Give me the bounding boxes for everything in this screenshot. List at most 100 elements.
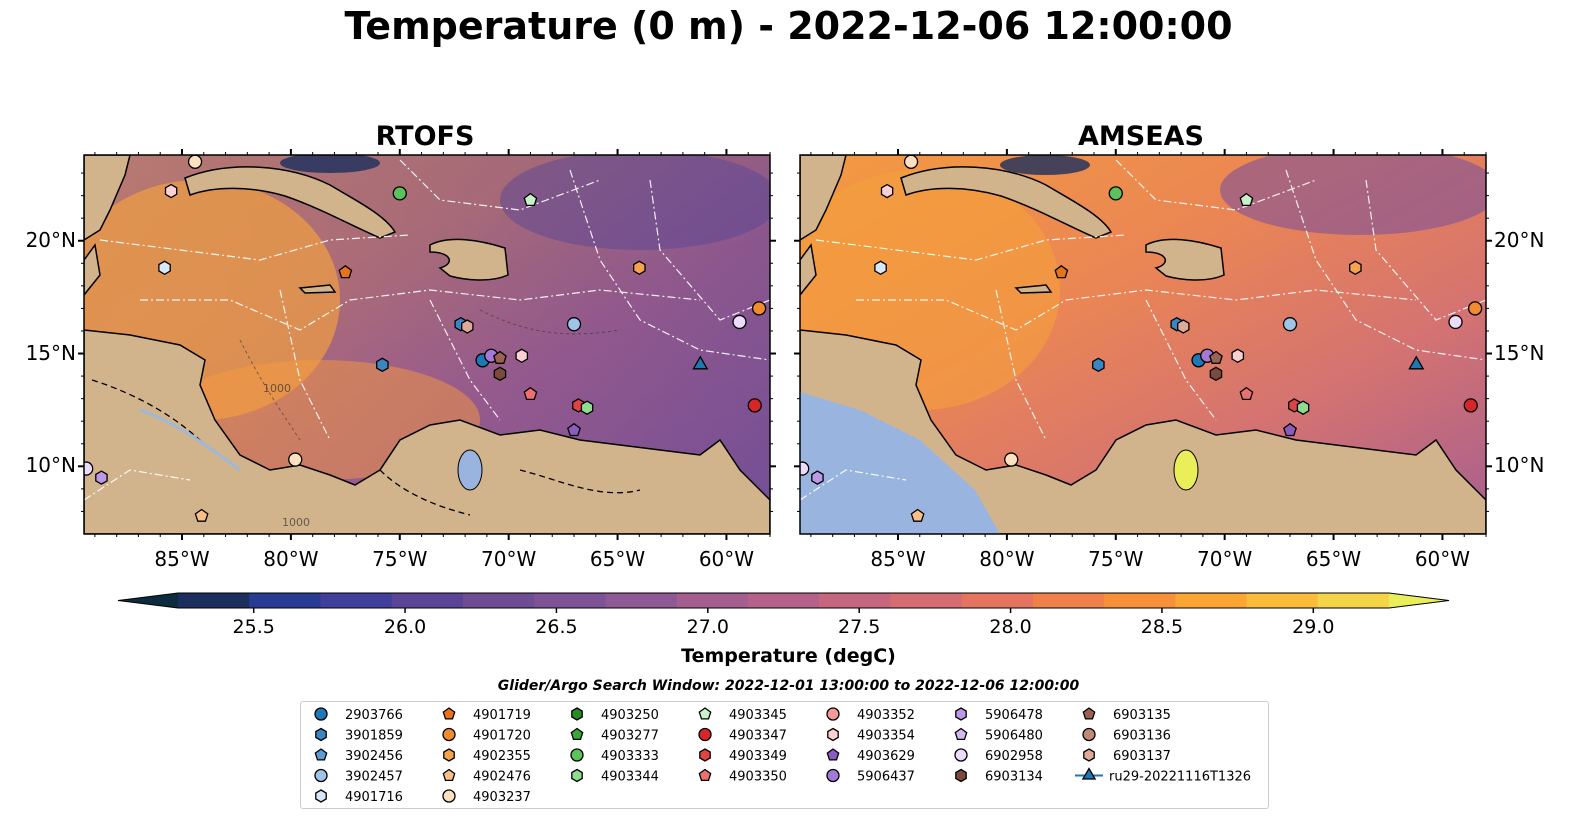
legend-marker-icon xyxy=(826,707,840,721)
legend-marker-icon xyxy=(955,768,967,783)
legend-marker-icon xyxy=(570,748,584,762)
float-marker-3902457 xyxy=(566,317,582,332)
legend-entry-label: 4903352 xyxy=(857,708,915,723)
legend-marker-icon xyxy=(571,707,583,721)
legend-marker-icon xyxy=(442,707,456,720)
float-marker-4901720 xyxy=(751,301,767,316)
legend-entry-label: 5906478 xyxy=(985,708,1043,723)
colorbar-segment xyxy=(747,593,820,608)
float-marker-4903347 xyxy=(747,398,762,413)
legend-entry-label: 6903134 xyxy=(985,770,1043,785)
contour-label: 1000 xyxy=(263,382,291,395)
float-marker-6903135 xyxy=(1209,350,1223,364)
colorbar-segment xyxy=(1175,593,1248,608)
legend-entry-label: 5906480 xyxy=(985,729,1043,744)
legend-marker-icon xyxy=(442,727,456,742)
colorbar-tick-label: 26.5 xyxy=(535,616,577,638)
float-marker-6902958 xyxy=(1448,314,1463,330)
legend: 2903766 3901859 3902456 3902457 4901716 49017… xyxy=(300,701,1269,809)
float-marker-4903237 xyxy=(187,155,203,169)
lat-tick-label: 20°N xyxy=(25,227,76,252)
colorbar-tick-label: 28.0 xyxy=(989,616,1031,638)
float-marker-4902355 xyxy=(1349,260,1362,276)
legend-entry-label: 6902958 xyxy=(985,749,1043,764)
map-frame-amseas xyxy=(799,154,1487,535)
float-marker-4903345 xyxy=(1239,192,1254,207)
legend-marker-icon xyxy=(699,748,711,762)
lon-tick-label: 80°W xyxy=(263,547,319,571)
land xyxy=(84,155,770,534)
colorbar-segment xyxy=(320,593,393,608)
lon-tick-label: 75°W xyxy=(372,547,428,571)
glider-marker xyxy=(1408,355,1425,370)
legend-entry-label: 4903350 xyxy=(729,770,787,785)
float-marker-4903347 xyxy=(1463,398,1478,413)
lon-tick-label: 85°W xyxy=(154,547,210,571)
colorbar-segment xyxy=(819,593,891,608)
lon-tick-label: 70°W xyxy=(1197,547,1253,571)
float-marker-4903344 xyxy=(1296,400,1310,415)
colorbar-outline xyxy=(117,592,1450,609)
float-marker-4903629 xyxy=(1283,422,1297,437)
float-marker-6903137 xyxy=(1177,319,1190,334)
float-marker-3901859 xyxy=(376,357,389,373)
colorbar-extend-low xyxy=(118,593,178,608)
legend-marker-icon xyxy=(698,768,712,782)
float-marker-6903137 xyxy=(461,319,474,334)
float-marker-4903354 xyxy=(1231,348,1245,364)
map-panel-amseas xyxy=(800,155,1486,534)
float-marker-4903350 xyxy=(1239,386,1254,401)
colorbar-segment xyxy=(961,593,1034,608)
legend-marker-icon xyxy=(442,768,456,782)
colorbar-segment xyxy=(534,593,606,608)
float-marker-4903354 xyxy=(515,348,529,364)
lat-tick-label: 20°N xyxy=(1494,227,1545,252)
lon-tick-label: 60°W xyxy=(1414,547,1471,571)
float-marker-4903333 xyxy=(1108,186,1123,201)
legend-entry-label: 4903349 xyxy=(729,749,787,764)
colorbar-segment xyxy=(676,593,749,608)
lat-tick-label: 15°N xyxy=(25,340,76,365)
legend-marker-icon xyxy=(443,748,455,762)
lat-tick-label: 10°N xyxy=(25,453,76,478)
legend-entry-label: 4903344 xyxy=(601,770,659,785)
colorbar-segment xyxy=(178,593,250,608)
float-marker-4903354 xyxy=(164,183,178,199)
glider-marker xyxy=(692,355,709,370)
float-marker-5906478 xyxy=(811,470,824,485)
colorbar-tick-label: 25.5 xyxy=(233,616,275,638)
float-marker-4903629 xyxy=(567,422,581,437)
legend-marker-icon xyxy=(954,748,968,762)
axis-ticks xyxy=(78,149,1492,540)
colorbar-extend-high xyxy=(1389,593,1449,608)
legend-marker-icon xyxy=(442,789,456,803)
lat-tick-label: 10°N xyxy=(1494,453,1545,478)
legend-entry-label: 4903345 xyxy=(729,708,787,723)
legend-entry-label: 4901720 xyxy=(473,729,531,744)
legend-marker-icon xyxy=(954,727,968,741)
legend-marker-icon xyxy=(571,768,583,783)
legend-glider-icon xyxy=(1081,767,1097,780)
legend-entry-label: 4903354 xyxy=(857,729,915,744)
legend-marker-icon xyxy=(315,727,327,742)
colorbar-segment xyxy=(1104,593,1176,608)
colorbar-tick-label: 28.5 xyxy=(1141,616,1183,638)
float-marker-4903237 xyxy=(903,155,919,169)
float-marker-4903237 xyxy=(1004,452,1019,467)
legend-entry-label: 4903237 xyxy=(473,790,531,805)
legend-entry-label: 4903250 xyxy=(601,708,659,723)
legend-entry-label: 3902457 xyxy=(345,770,403,785)
float-marker-4903345 xyxy=(523,192,538,207)
float-marker-6903134 xyxy=(1209,366,1223,382)
legend-marker-icon xyxy=(314,748,328,761)
legend-entry-label: 3902456 xyxy=(345,749,403,764)
float-marker-5906478 xyxy=(95,470,108,485)
float-marker-6903134 xyxy=(493,366,507,382)
panel-title-amseas: AMSEAS xyxy=(1078,121,1204,152)
legend-marker-icon xyxy=(827,727,839,742)
float-marker-4901720 xyxy=(1467,301,1483,316)
figure-title: Temperature (0 m) - 2022-12-06 12:00:00 xyxy=(344,4,1233,48)
lon-tick-label: 60°W xyxy=(698,547,755,571)
float-marker-4901719 xyxy=(338,264,353,279)
